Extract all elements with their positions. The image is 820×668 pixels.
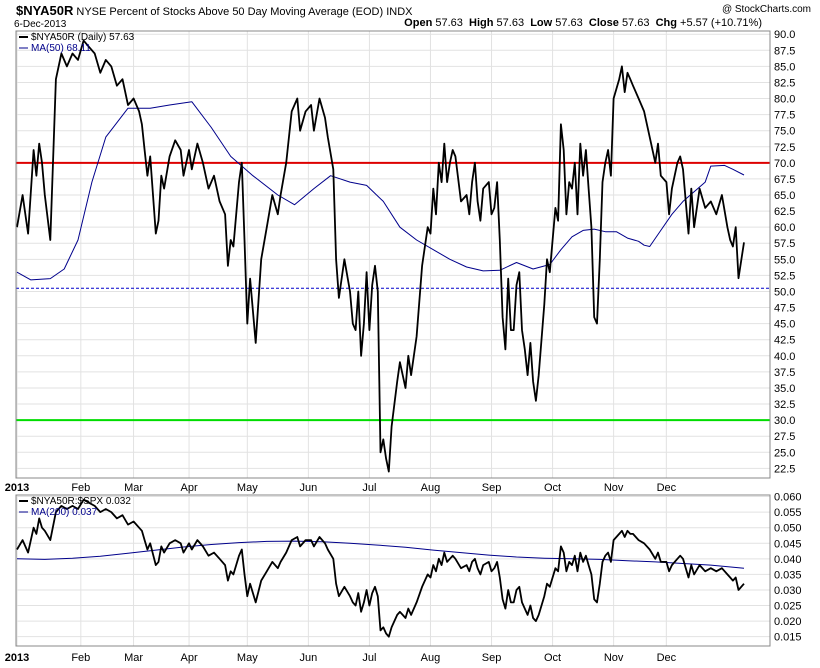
chg-value: +5.57 (+10.71%) xyxy=(680,17,762,29)
y-tick-label: 87.5 xyxy=(774,45,795,57)
y-tick-label: 0.040 xyxy=(774,554,802,566)
y-tick-label: 62.5 xyxy=(774,206,795,218)
x-tick-label: Mar xyxy=(124,652,143,664)
y-tick-label: 42.5 xyxy=(774,335,795,347)
series-line-ma50 xyxy=(16,101,745,281)
y-tick-label: 40.0 xyxy=(774,351,795,363)
y-tick-label: 67.5 xyxy=(774,174,795,186)
y-tick-label: 0.060 xyxy=(774,492,802,504)
y-tick-label: 32.5 xyxy=(774,399,795,411)
y-tick-label: 85.0 xyxy=(774,61,795,73)
x-tick-label: Sep xyxy=(482,652,502,664)
chart-date: 6-Dec-2013 xyxy=(14,19,67,30)
open-value: 57.63 xyxy=(435,17,463,29)
x-tick-label: Dec xyxy=(657,482,677,494)
open-label: Open xyxy=(404,17,433,29)
x-tick-label: Feb xyxy=(71,482,90,494)
symbol: $NYA50R xyxy=(16,3,74,18)
legend-label: $NYA50R:$SPX 0.032 xyxy=(31,496,131,507)
y-tick-label: 37.5 xyxy=(774,367,795,379)
y-tick-label: 35.0 xyxy=(774,383,795,395)
x-tick-label: Jun xyxy=(300,652,318,664)
y-tick-label: 90.0 xyxy=(774,29,795,41)
y-tick-label: 70.0 xyxy=(774,158,795,170)
y-tick-label: 0.030 xyxy=(774,585,802,597)
panel-main: 22.5 25.0 27.5 30.0 32.5 35.0 37.5 40.0 42.5 45.0… xyxy=(5,29,796,494)
y-tick-label: 25.0 xyxy=(774,447,795,459)
x-tick-label: Aug xyxy=(421,652,441,664)
series-line-nya50rspx xyxy=(16,498,745,638)
ohlc-readout: Open 57.63 High 57.63 Low 57.63 Close 57… xyxy=(404,17,762,29)
copyright: @ StockCharts.com xyxy=(721,4,811,15)
y-tick-label: 30.0 xyxy=(774,415,795,427)
series-line-ma200 xyxy=(16,540,745,569)
y-tick-label: 77.5 xyxy=(774,110,795,122)
close-value: 57.63 xyxy=(621,17,650,29)
y-tick-label: 0.055 xyxy=(774,507,802,519)
y-tick-label: 0.020 xyxy=(774,616,802,628)
low-value: 57.63 xyxy=(555,17,583,29)
plot-frame xyxy=(15,494,771,647)
high-value: 57.63 xyxy=(496,17,525,29)
x-tick-label: 2013 xyxy=(5,482,29,494)
x-tick-label: Dec xyxy=(657,652,677,664)
x-tick-label: Nov xyxy=(604,482,624,494)
y-tick-label: 55.0 xyxy=(774,254,795,266)
y-tick-label: 47.5 xyxy=(774,303,795,315)
panel-ratio: 0.015 0.020 0.025 0.030 0.035 0.040 0.045 0.050… xyxy=(5,492,802,664)
y-tick-label: 0.025 xyxy=(774,601,802,613)
x-tick-label: Apr xyxy=(180,482,197,494)
close-label: Close xyxy=(588,17,619,29)
x-tick-label: Oct xyxy=(544,482,561,494)
y-tick-label: 45.0 xyxy=(774,319,795,331)
y-tick-label: 72.5 xyxy=(774,142,795,154)
x-tick-label: Jul xyxy=(362,482,376,494)
description: NYSE Percent of Stocks Above 50 Day Movi… xyxy=(76,6,384,18)
x-tick-label: Jun xyxy=(300,482,318,494)
y-tick-label: 60.0 xyxy=(774,222,795,234)
series-line-nya50rdaily xyxy=(16,39,745,473)
high-label: High xyxy=(469,17,494,29)
legend-label: $NYA50R (Daily) 57.63 xyxy=(31,32,135,43)
x-tick-label: Jul xyxy=(362,652,376,664)
y-tick-label: 0.015 xyxy=(774,632,802,644)
y-tick-label: 50.0 xyxy=(774,286,795,298)
y-tick-label: 57.5 xyxy=(774,238,795,250)
legend-label: MA(50) 68.11 xyxy=(31,43,91,54)
plot-frame xyxy=(15,30,771,479)
y-tick-label: 80.0 xyxy=(774,94,795,106)
x-tick-label: Mar xyxy=(124,482,143,494)
chart-header: $NYA50R NYSE Percent of Stocks Above 50 … xyxy=(16,3,413,18)
chg-label: Chg xyxy=(655,17,677,29)
exchange: INDX xyxy=(386,6,413,18)
x-tick-label: Feb xyxy=(71,652,90,664)
x-tick-label: May xyxy=(237,652,258,664)
low-label: Low xyxy=(530,17,553,29)
x-tick-label: May xyxy=(237,482,258,494)
y-tick-label: 22.5 xyxy=(774,463,795,475)
y-tick-label: 65.0 xyxy=(774,190,795,202)
x-tick-label: Nov xyxy=(604,652,624,664)
y-tick-label: 75.0 xyxy=(774,126,795,138)
y-tick-label: 27.5 xyxy=(774,431,795,443)
y-tick-label: 0.035 xyxy=(774,569,802,581)
y-tick-label: 0.050 xyxy=(774,523,802,535)
x-tick-label: Aug xyxy=(421,482,441,494)
legend-label: MA(200) 0.037 xyxy=(31,507,98,518)
x-tick-label: Sep xyxy=(482,482,502,494)
x-tick-label: 2013 xyxy=(5,652,29,664)
y-tick-label: 52.5 xyxy=(774,270,795,282)
x-tick-label: Oct xyxy=(544,652,561,664)
y-tick-label: 82.5 xyxy=(774,77,795,89)
x-tick-label: Apr xyxy=(180,652,197,664)
y-tick-label: 0.045 xyxy=(774,538,802,550)
